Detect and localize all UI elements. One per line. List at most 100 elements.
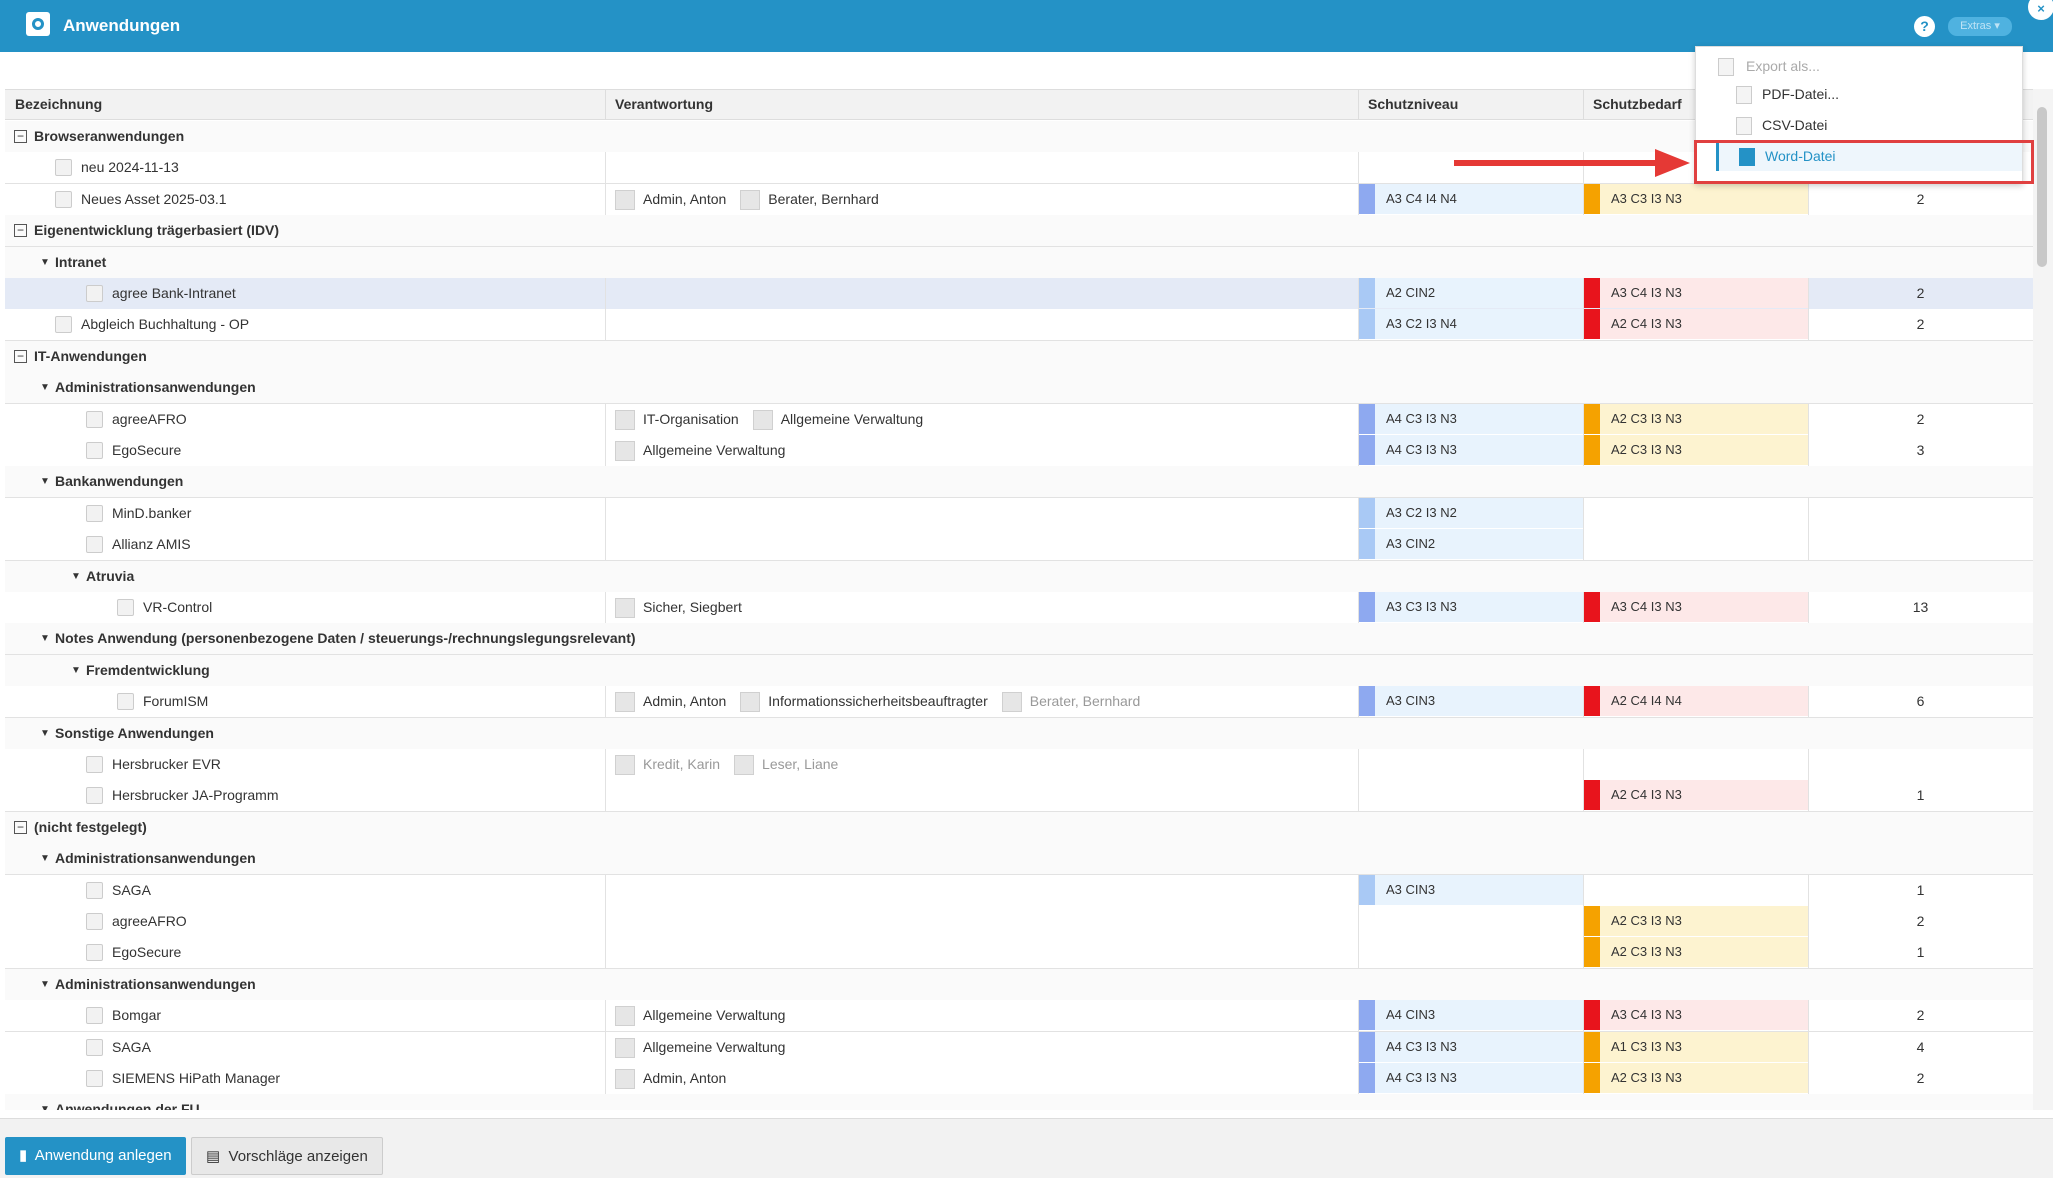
collapse-icon[interactable]: −: [14, 820, 27, 834]
expand-icon[interactable]: ▼: [40, 256, 50, 268]
sn-cell: A3 C4 I4 N4: [1359, 183, 1583, 214]
item-label[interactable]: SAGA: [112, 1038, 151, 1055]
close-button[interactable]: ×: [2026, 0, 2053, 22]
owners: Admin, Anton Berater, Bernhard: [615, 184, 893, 215]
row[interactable]: agreeAFRO IT-Organisation Allgemeine Verwa…: [5, 403, 2033, 436]
row[interactable]: SAGA A3 CIN3 1: [5, 874, 2033, 907]
row[interactable]: ▼ Fremdentwicklung: [5, 654, 2033, 687]
row[interactable]: ▼ Bankanwendungen: [5, 466, 2033, 499]
row[interactable]: Allianz AMIS A3 CIN2: [5, 529, 2033, 562]
expand-icon[interactable]: ▼: [71, 570, 81, 582]
row[interactable]: EgoSecure A2 C3 I3 N3 1: [5, 937, 2033, 970]
column-header[interactable]: Schutzniveau: [1368, 96, 1459, 112]
collapse-icon[interactable]: −: [14, 224, 27, 238]
row[interactable]: ▼ Administrationsanwendungen: [5, 843, 2033, 876]
row[interactable]: SAGA Allgemeine Verwaltung A4 C3 I3 N3 A1 C…: [5, 1031, 2033, 1064]
sn-marker: [1359, 183, 1375, 214]
expand-icon[interactable]: ▼: [40, 727, 50, 739]
row[interactable]: ▼ Administrationsanwendungen: [5, 372, 2033, 405]
scrollbar[interactable]: [2033, 89, 2053, 1110]
create-button[interactable]: ▮ Anwendung anlegen: [5, 1137, 186, 1175]
sb-cell: A2 C3 I3 N3: [1584, 1063, 1808, 1093]
item-label[interactable]: agreeAFRO: [112, 913, 187, 929]
item-label[interactable]: Hersbrucker JA-Programm: [112, 787, 279, 804]
sn-text: A4 C3 I3 N3: [1386, 1070, 1457, 1085]
item-icon: [86, 1070, 103, 1087]
sb-marker: [1584, 1000, 1600, 1031]
item-label[interactable]: Neues Asset 2025-03.1: [81, 190, 227, 207]
item-label[interactable]: SAGA: [112, 881, 151, 898]
menu-label: Word-Datei: [1765, 148, 1836, 164]
item-label[interactable]: Allianz AMIS: [112, 536, 191, 553]
expand-icon[interactable]: ▼: [40, 382, 50, 394]
item-label[interactable]: SIEMENS HiPath Manager: [112, 1070, 281, 1086]
collapse-icon[interactable]: −: [14, 130, 27, 143]
column-header[interactable]: Schutzbedarf: [1593, 96, 1682, 112]
row[interactable]: ▼ Sonstige Anwendungen: [5, 717, 2033, 750]
row[interactable]: agreeAFRO A2 C3 I3 N3 2: [5, 906, 2033, 938]
person-icon: [1001, 692, 1022, 713]
item-label[interactable]: agree Bank-Intranet: [112, 285, 236, 301]
org-icon: [615, 1037, 635, 1058]
owner-name: Kredit, Karin: [643, 756, 721, 772]
item-label[interactable]: agreeAFRO: [112, 410, 187, 427]
suggest-button[interactable]: ▤ Vorschläge anzeigen: [191, 1137, 383, 1175]
expand-icon[interactable]: ▼: [40, 1104, 50, 1110]
owners: Allgemeine Verwaltung: [615, 435, 799, 466]
item-icon: [86, 756, 103, 773]
sn-text: A2 CIN2: [1386, 285, 1436, 300]
item-label[interactable]: MinD.banker: [112, 504, 192, 521]
item-label[interactable]: Bomgar: [112, 1007, 162, 1024]
row[interactable]: − (nicht festgelegt): [5, 811, 2033, 844]
expand-icon[interactable]: ▼: [40, 476, 50, 488]
item-label[interactable]: neu 2024-11-13: [81, 159, 179, 176]
row[interactable]: ▼ Notes Anwendung (personenbezogene Daten…: [5, 623, 2033, 656]
cell-divider: [1808, 937, 1809, 969]
expand-icon[interactable]: ▼: [40, 633, 50, 645]
expand-icon[interactable]: ▼: [40, 853, 50, 865]
owners: Sicher, Siegbert: [615, 592, 756, 623]
org-icon: [615, 409, 635, 430]
expand-icon[interactable]: ▼: [40, 978, 50, 990]
row[interactable]: ▼ Anwendungen der FU: [5, 1094, 2033, 1110]
row[interactable]: SIEMENS HiPath Manager Admin, Anton A4 C3 …: [5, 1063, 2033, 1095]
sb-text: A2 C3 I3 N3: [1611, 410, 1682, 426]
row[interactable]: Bomgar Allgemeine Verwaltung A4 CIN3 A3 C4 …: [5, 1000, 2033, 1033]
row[interactable]: Hersbrucker EVR Kredit, Karin Leser, Liane: [5, 749, 2033, 781]
row[interactable]: VR-Control Sicher, Siegbert A3 C3 I3 N3 A3 …: [5, 592, 2033, 624]
menu-item[interactable]: Word-Datei: [1716, 141, 2022, 171]
row[interactable]: EgoSecure Allgemeine Verwaltung A4 C3 I3 N…: [5, 435, 2033, 467]
column-header[interactable]: Bezeichnung: [15, 96, 103, 112]
row[interactable]: Abgleich Buchhaltung - OP A3 C2 I3 N4 A2 C…: [5, 309, 2033, 342]
row[interactable]: MinD.banker A3 C2 I3 N2: [5, 497, 2033, 530]
item-label[interactable]: EgoSecure: [112, 442, 182, 458]
cell-divider: [605, 152, 606, 184]
sb-cell: A2 C3 I3 N3: [1584, 403, 1808, 434]
collapse-icon[interactable]: −: [14, 349, 27, 363]
expand-icon[interactable]: ▼: [71, 664, 81, 676]
item-label[interactable]: ForumISM: [143, 693, 209, 710]
menu-item[interactable]: PDF-Datei...: [1716, 79, 2022, 109]
row[interactable]: − IT-Anwendungen: [5, 340, 2033, 373]
row[interactable]: ▼ Administrationsanwendungen: [5, 968, 2033, 1001]
menu-item[interactable]: CSV-Datei: [1716, 110, 2022, 140]
item-label[interactable]: Hersbrucker EVR: [112, 756, 221, 772]
row[interactable]: Hersbrucker JA-Programm A2 C4 I3 N3 1: [5, 780, 2033, 813]
item-label[interactable]: VR-Control: [143, 599, 213, 615]
row[interactable]: agree Bank-Intranet A2 CIN2 A3 C4 I3 N3 2: [5, 278, 2033, 310]
item-label[interactable]: Abgleich Buchhaltung - OP: [81, 316, 250, 333]
row[interactable]: − Eigenentwicklung trägerbasiert (IDV): [5, 215, 2033, 248]
column-header[interactable]: Verantwortung: [615, 96, 714, 112]
sn-marker: [1359, 403, 1375, 434]
item-label[interactable]: EgoSecure: [112, 944, 182, 961]
row[interactable]: ▼ Atruvia: [5, 560, 2033, 593]
extras-button[interactable]: Extras ▾: [1948, 17, 2012, 36]
row[interactable]: Neues Asset 2025-03.1 Admin, Anton Berater…: [5, 183, 2033, 216]
row[interactable]: ▼ Intranet: [5, 246, 2033, 279]
owner: Leser, Liane: [734, 749, 838, 780]
count: 1: [1916, 787, 1925, 804]
count: 4: [1916, 1038, 1925, 1055]
row[interactable]: ForumISM Admin, Anton Informationssicherhe…: [5, 686, 2033, 719]
sb-marker: [1584, 937, 1600, 968]
help-button[interactable]: ?: [1914, 16, 1935, 37]
